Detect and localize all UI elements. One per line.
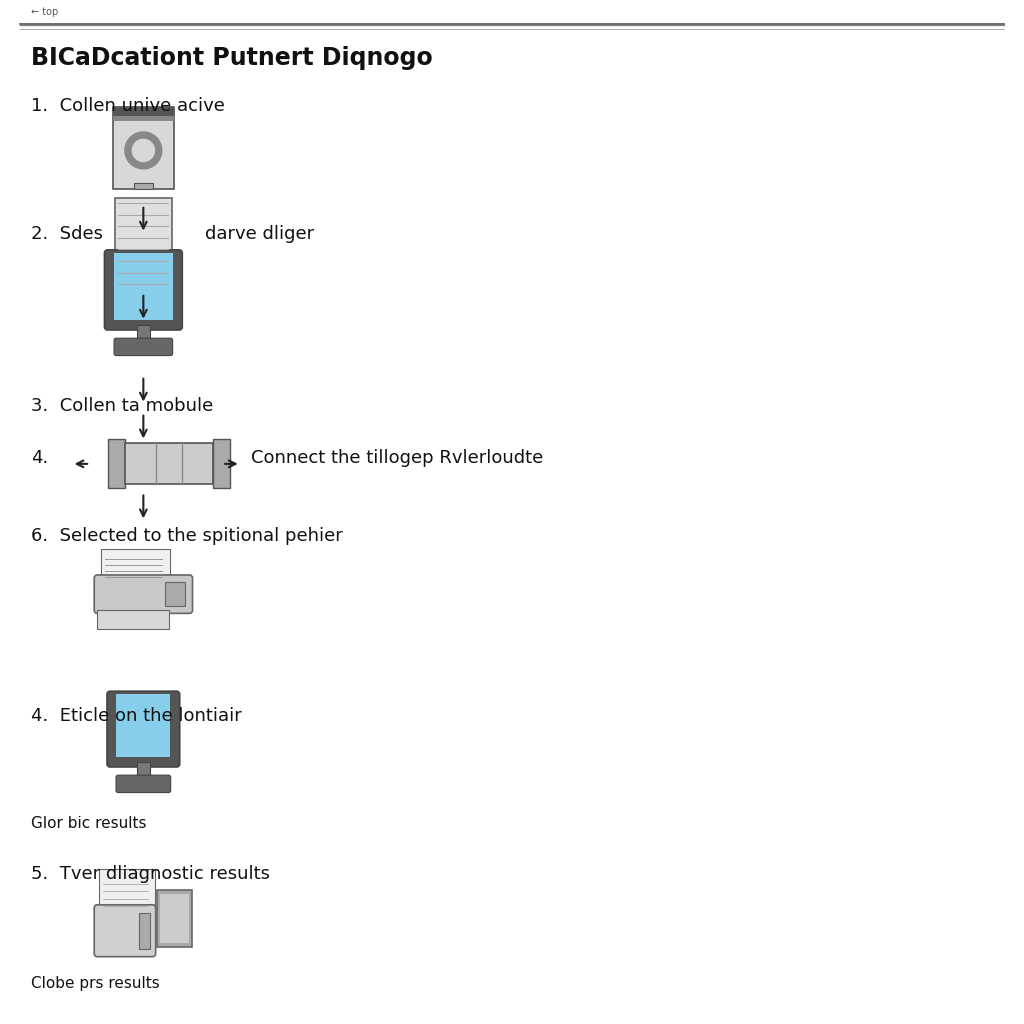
Text: 5.  Tver dliagnostic results: 5. Tver dliagnostic results: [31, 865, 269, 884]
Bar: [136, 272, 151, 284]
FancyBboxPatch shape: [116, 775, 171, 793]
Bar: [125, 443, 213, 484]
Circle shape: [132, 139, 155, 162]
Bar: [113, 106, 174, 189]
Bar: [165, 582, 185, 606]
Text: 3.  Collen ta mobule: 3. Collen ta mobule: [31, 397, 213, 416]
Circle shape: [125, 132, 162, 169]
Text: Clobe prs results: Clobe prs results: [31, 976, 160, 991]
FancyBboxPatch shape: [94, 575, 193, 613]
Bar: [134, 182, 153, 189]
Bar: [101, 549, 171, 580]
Bar: [213, 439, 230, 488]
Bar: [161, 894, 189, 943]
FancyBboxPatch shape: [94, 905, 156, 956]
Text: Connect the tillogep Rvlerloudte: Connect the tillogep Rvlerloudte: [251, 449, 543, 467]
Text: 4.  Eticle on the lontiair: 4. Eticle on the lontiair: [31, 707, 242, 725]
Bar: [116, 198, 172, 290]
Bar: [114, 253, 173, 321]
FancyBboxPatch shape: [104, 250, 182, 330]
Text: BICaDcationt Putnert Diqnogo: BICaDcationt Putnert Diqnogo: [31, 46, 432, 70]
Bar: [137, 762, 150, 780]
Bar: [158, 890, 193, 947]
Bar: [139, 912, 150, 948]
FancyBboxPatch shape: [108, 691, 180, 767]
Bar: [99, 869, 155, 910]
Bar: [108, 439, 125, 488]
FancyBboxPatch shape: [114, 338, 173, 355]
Text: ← top: ← top: [31, 7, 58, 17]
Text: 2.  Sdes: 2. Sdes: [31, 225, 102, 244]
Bar: [137, 325, 150, 343]
Bar: [97, 609, 169, 629]
Text: 1.  Collen unive acive: 1. Collen unive acive: [31, 97, 224, 116]
Bar: [113, 106, 174, 119]
Text: 4.: 4.: [31, 449, 48, 467]
Text: darve dliger: darve dliger: [205, 225, 314, 244]
Bar: [113, 117, 174, 121]
Bar: [117, 694, 171, 758]
Text: Glor bic results: Glor bic results: [31, 816, 146, 831]
Text: 6.  Selected to the spitional pehier: 6. Selected to the spitional pehier: [31, 527, 342, 546]
